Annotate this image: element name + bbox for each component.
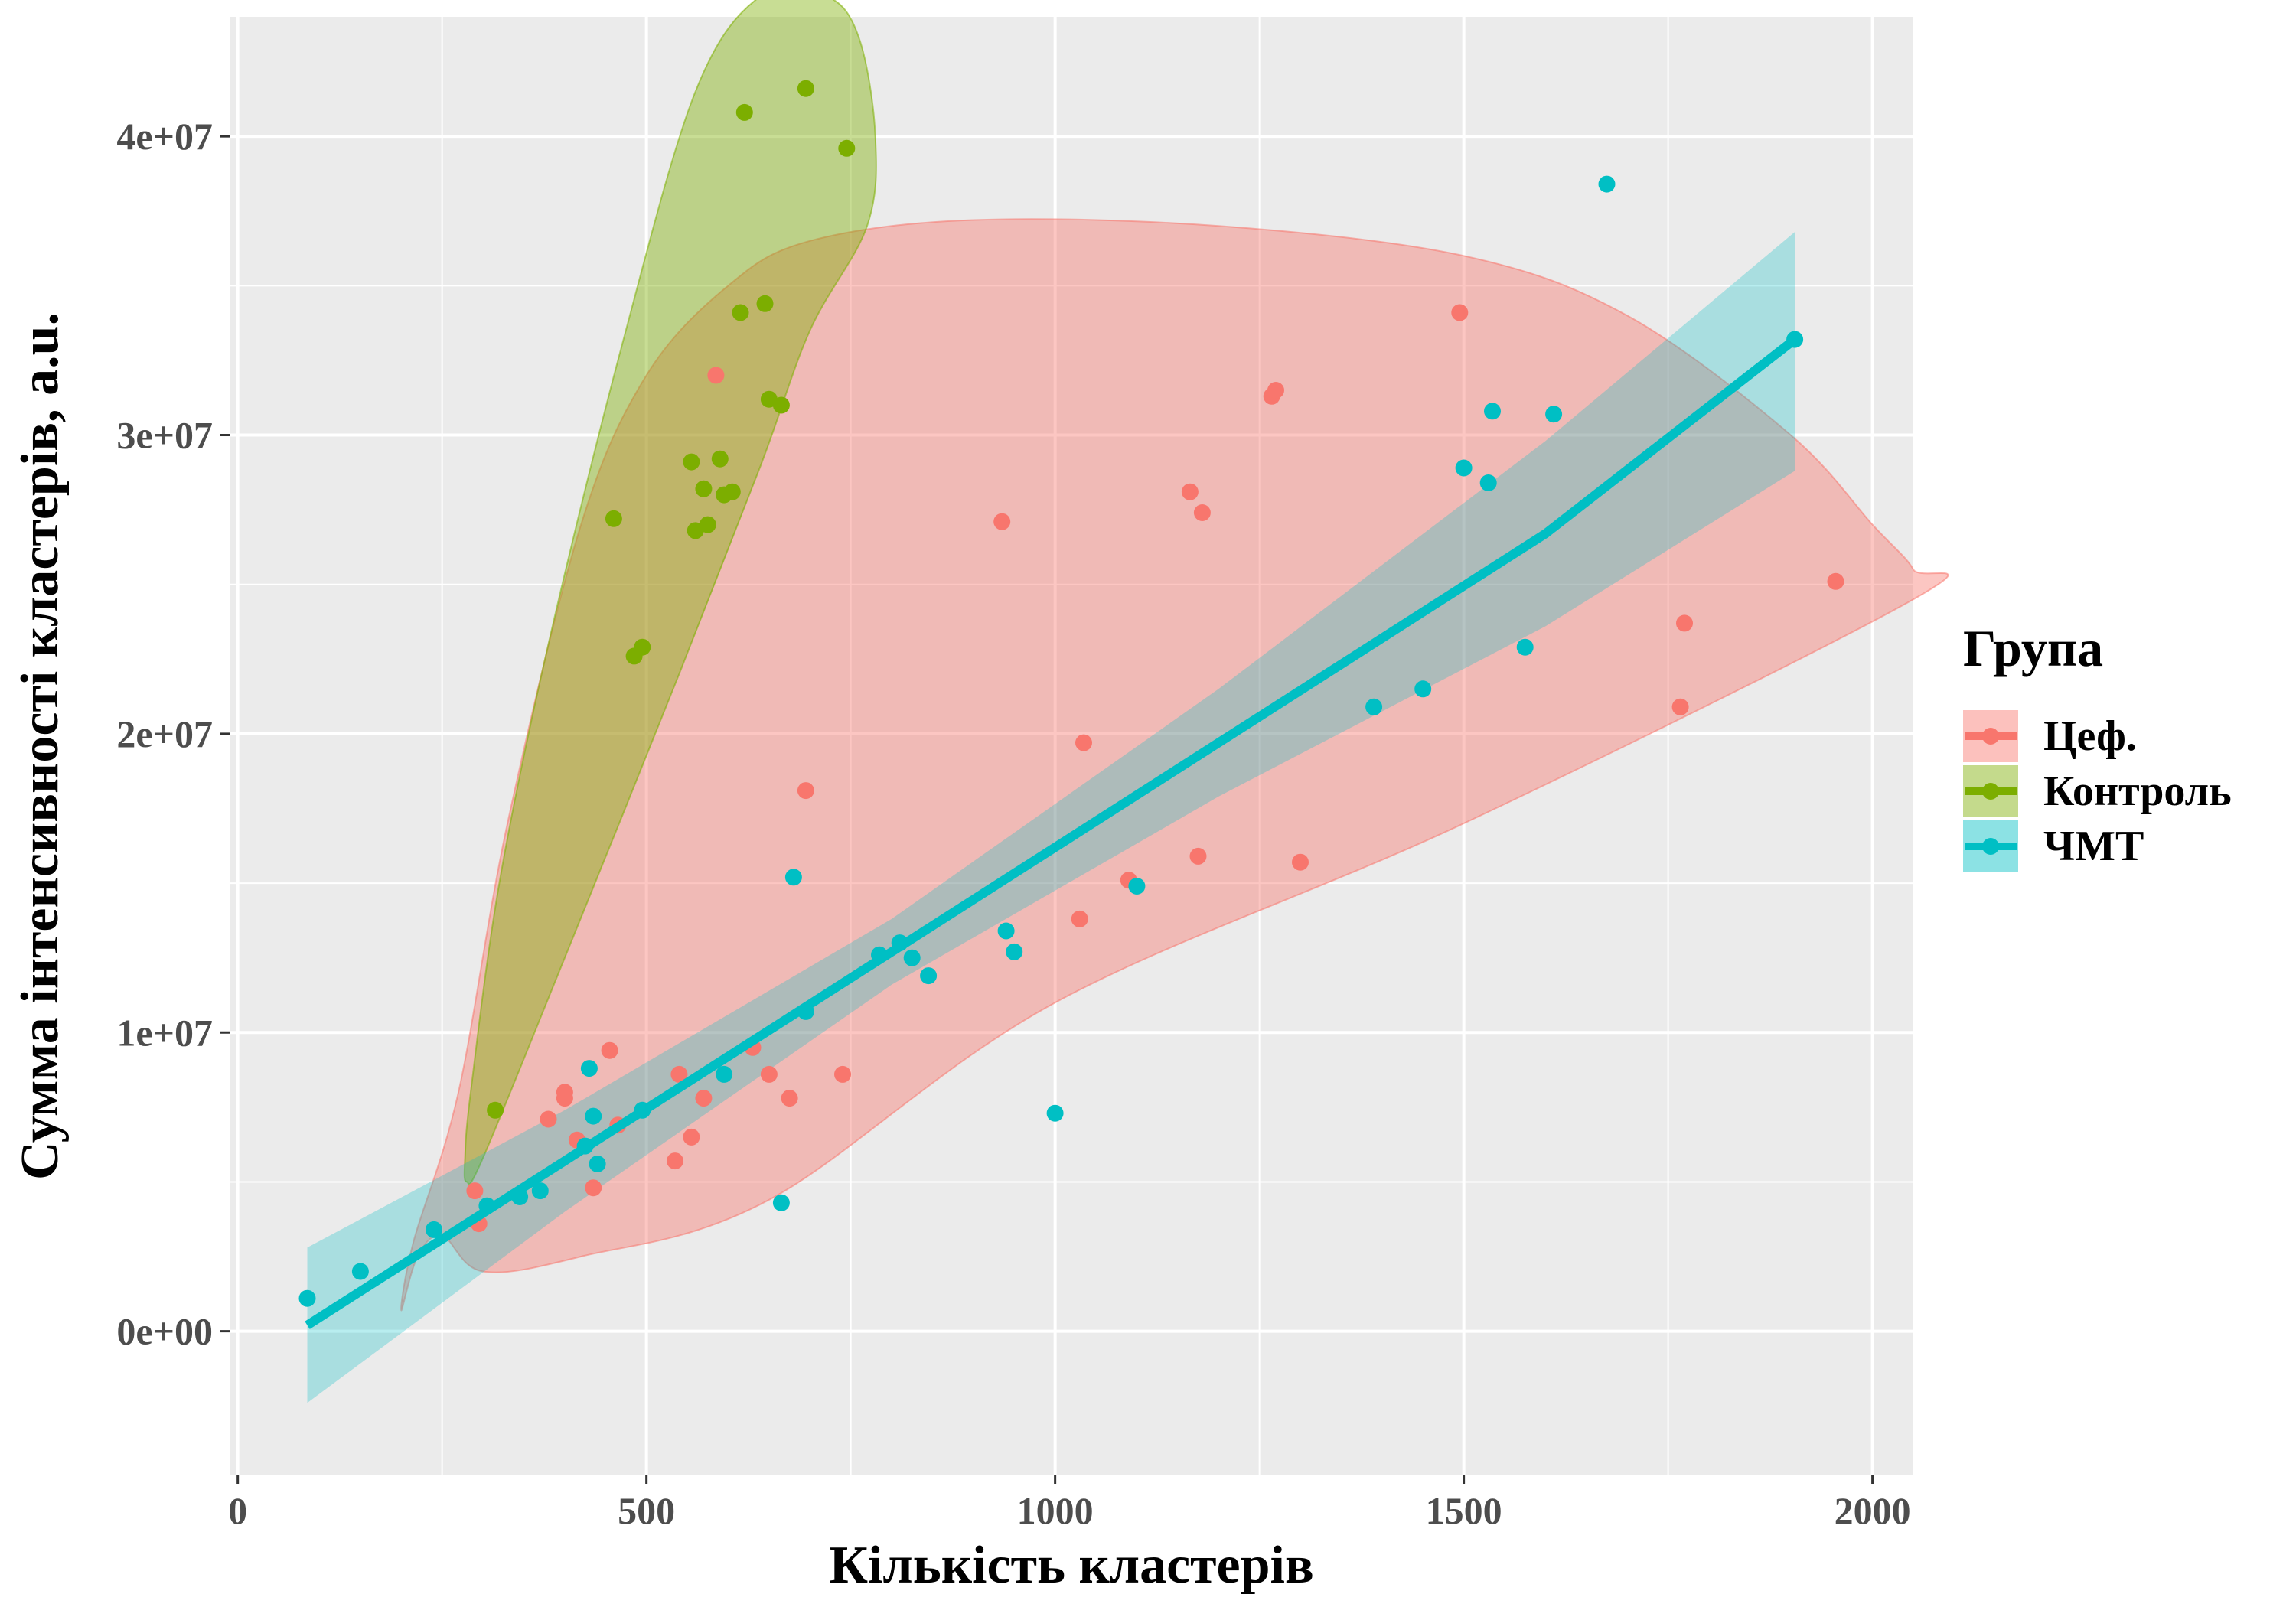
point-series-2 [1365,698,1383,715]
point-series-2 [920,967,938,985]
point-series-0 [556,1090,573,1107]
point-series-0 [601,1041,618,1059]
legend-keys [1963,710,2018,872]
legend-title: Група [1963,619,2103,677]
point-series-2 [298,1289,316,1307]
axis-ticks: 0 500 1000 1500 2000 0e+00 1e+07 2e+07 3e+07 4e+0… [116,115,1910,1532]
legend-label-0: Цеф. [2043,712,2137,760]
point-series-2 [1414,680,1432,698]
point-series-0 [1189,847,1207,865]
point-series-1 [838,139,856,157]
point-series-1 [683,453,700,471]
point-series-0 [540,1110,557,1128]
point-series-0 [993,513,1011,530]
ellipse-series-0 [400,218,1949,1312]
point-series-0 [695,1090,713,1107]
point-series-2 [1006,943,1023,960]
legend-key-point-2 [1982,838,1999,855]
point-series-0 [1193,504,1211,521]
point-series-2 [1128,878,1146,895]
regression-band [307,232,1795,1403]
point-series-0 [585,1179,602,1197]
point-series-0 [1075,734,1092,751]
point-series-0 [834,1065,851,1083]
point-series-2 [1598,175,1616,193]
confidence-band-series-2 [307,232,1795,1403]
point-series-2 [585,1107,602,1125]
point-series-1 [711,450,729,468]
y-tick-label: 4e+07 [116,115,213,158]
point-series-2 [1455,459,1473,477]
legend-label-1: Контроль [2043,768,2232,815]
regression-line [305,335,1798,1329]
x-tick-label: 1000 [1017,1489,1094,1532]
point-series-1 [723,483,741,500]
plot-panel [230,17,1913,1475]
ellipse-series-1 [463,0,877,1185]
point-series-0 [1671,698,1689,715]
point-series-2 [1545,406,1563,423]
point-series-2 [903,949,921,966]
x-tick-label: 0 [228,1489,247,1532]
point-series-1 [756,295,774,312]
point-series-2 [784,869,802,886]
point-series-0 [1181,483,1199,500]
point-series-2 [589,1156,606,1172]
point-series-0 [1827,572,1844,590]
point-series-1 [772,396,790,414]
point-series-2 [1516,638,1534,656]
x-tick-label: 2000 [1835,1489,1911,1532]
point-series-0 [1292,853,1309,871]
point-series-1 [695,480,713,497]
point-series-2 [351,1263,369,1280]
point-series-0 [1676,614,1693,632]
point-series-0 [760,1065,778,1083]
x-tick-label: 1500 [1426,1489,1502,1532]
point-series-0 [1267,382,1284,399]
point-series-0 [683,1128,700,1146]
y-axis-title: Сумма інтенсивності кластерів, a.u. [11,312,70,1180]
y-tick-label: 1e+07 [116,1011,213,1054]
point-series-2 [531,1182,549,1200]
x-axis-title: Кількість кластерів [829,1536,1314,1595]
point-series-0 [466,1182,484,1200]
group-ellipses [400,0,1949,1312]
point-series-2 [1479,474,1497,491]
point-series-1 [605,510,622,527]
fit-line-series-2 [305,335,1798,1329]
point-series-0 [670,1065,688,1083]
point-series-2 [997,922,1015,940]
legend-key-point-1 [1982,783,1999,800]
point-series-1 [699,516,716,533]
point-series-1 [634,638,651,656]
point-series-0 [1451,304,1469,321]
point-series-2 [580,1060,598,1077]
point-series-1 [732,304,749,321]
point-series-2 [426,1221,442,1238]
point-series-0 [707,367,725,384]
point-series-0 [797,782,814,800]
legend-label-2: ЧМТ [2043,823,2144,870]
point-series-2 [716,1065,733,1083]
grid-lines [230,17,1913,1475]
point-series-1 [487,1101,504,1119]
point-series-2 [772,1194,790,1211]
x-tick-label: 500 [618,1489,675,1532]
legend-key-point-0 [1982,728,1999,745]
y-tick-label: 0e+00 [116,1310,213,1353]
legend: Група Цеф. Контроль ЧМТ [1963,619,2232,872]
point-series-0 [781,1090,798,1107]
point-series-2 [1484,403,1501,420]
point-series-0 [667,1152,683,1170]
point-series-1 [735,103,753,121]
point-series-2 [1046,1104,1064,1122]
y-tick-label: 3e+07 [116,414,213,457]
point-series-0 [1071,910,1088,927]
y-tick-label: 2e+07 [116,712,213,755]
point-series-1 [797,80,814,97]
